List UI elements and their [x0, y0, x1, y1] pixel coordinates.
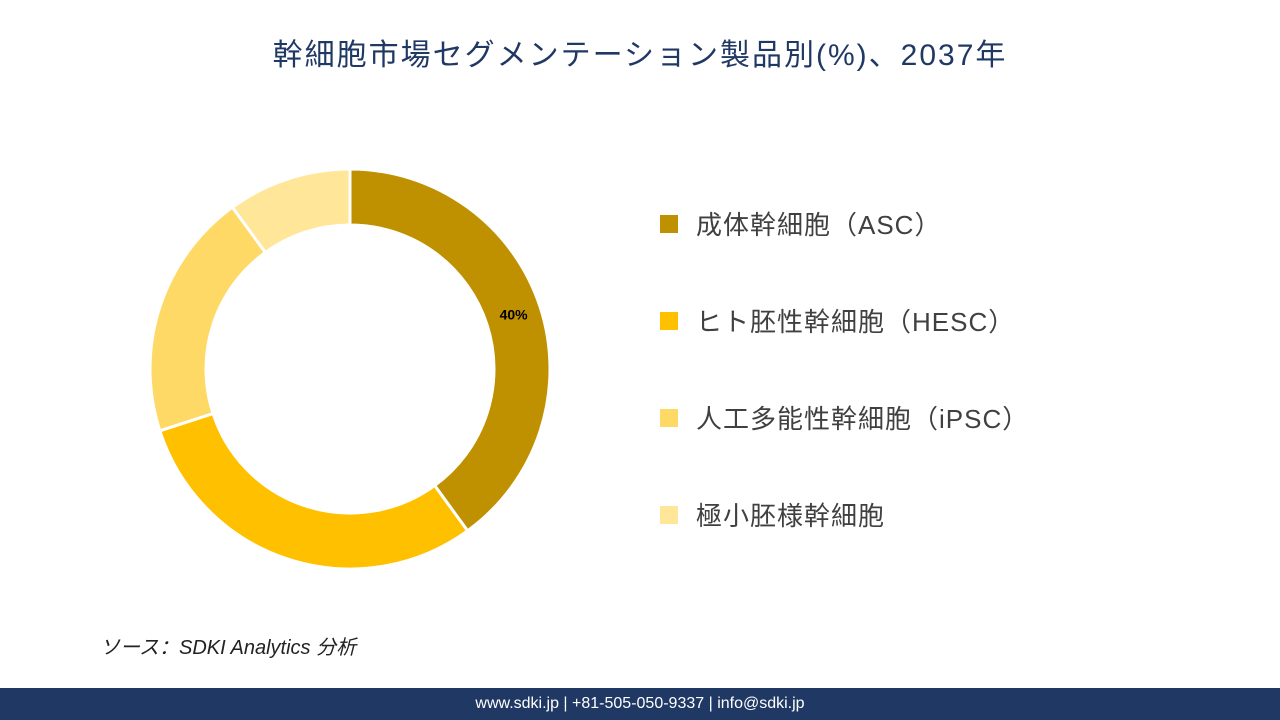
legend-item: 成体幹細胞（ASC） [660, 205, 1220, 242]
legend-label: 極小胚様幹細胞 [696, 496, 885, 533]
content-area: 40% 成体幹細胞（ASC） ヒト胚性幹細胞（HESC） 人工多能性幹細胞（iPSC… [0, 74, 1280, 634]
donut-chart: 40% [100, 139, 600, 599]
donut-segment [160, 413, 468, 569]
donut-svg: 40% [125, 144, 575, 594]
legend-swatch [660, 312, 678, 330]
legend-label: 成体幹細胞（ASC） [696, 205, 941, 242]
legend-swatch [660, 506, 678, 524]
legend-swatch [660, 409, 678, 427]
source-text: ソース：SDKI Analytics 分析 [100, 631, 356, 660]
donut-segment [150, 207, 265, 431]
chart-title: 幹細胞市場セグメンテーション製品別(%)、2037年 [0, 0, 1280, 74]
legend-item: ヒト胚性幹細胞（HESC） [660, 302, 1220, 339]
donut-segment [350, 169, 550, 531]
legend-swatch [660, 215, 678, 233]
segment-label: 40% [500, 307, 529, 323]
legend: 成体幹細胞（ASC） ヒト胚性幹細胞（HESC） 人工多能性幹細胞（iPSC） 極小胚… [600, 205, 1220, 533]
legend-item: 極小胚様幹細胞 [660, 496, 1220, 533]
legend-label: 人工多能性幹細胞（iPSC） [696, 399, 1029, 436]
footer-text: www.sdki.jp | +81-505-050-9337 | info@sd… [475, 695, 804, 713]
legend-label: ヒト胚性幹細胞（HESC） [696, 302, 1015, 339]
legend-item: 人工多能性幹細胞（iPSC） [660, 399, 1220, 436]
footer-bar: www.sdki.jp | +81-505-050-9337 | info@sd… [0, 688, 1280, 720]
